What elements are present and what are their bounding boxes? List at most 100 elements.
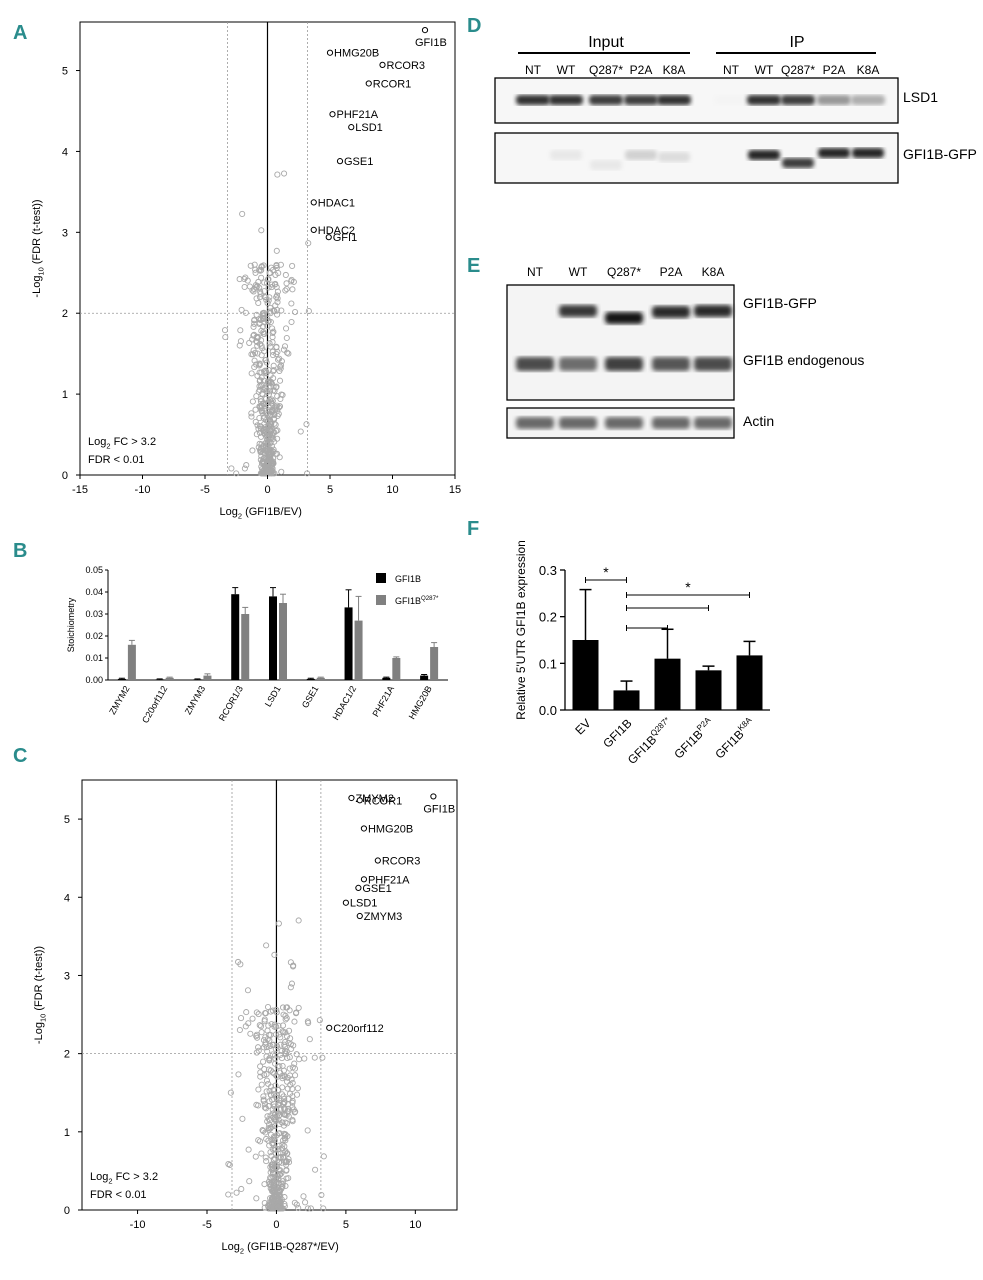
background-point — [303, 421, 310, 428]
band-lsd1 — [589, 95, 623, 105]
plot-frame — [81, 779, 458, 1211]
background-point — [281, 343, 289, 350]
background-point — [241, 283, 248, 291]
background-point — [295, 1004, 302, 1011]
band-lsd1 — [624, 95, 658, 105]
background-point — [258, 342, 265, 349]
background-point — [261, 1101, 268, 1108]
background-point — [284, 349, 291, 356]
background-point — [246, 339, 253, 346]
background-point — [253, 1009, 260, 1016]
background-point — [262, 357, 269, 364]
background-point — [289, 1079, 296, 1086]
background-point — [292, 1072, 299, 1079]
bar-zmym2-0 — [117, 678, 126, 680]
background-point — [265, 297, 272, 304]
x-tick-label: 0 — [273, 1219, 279, 1231]
y-tick-label: 1 — [62, 389, 68, 401]
point-label: PHF21A — [368, 874, 410, 886]
y-tick-label: 0.01 — [85, 653, 103, 663]
legend-swatch — [376, 573, 386, 583]
bar-4 — [736, 655, 763, 710]
western-blot-d: Input IP NT WT Q287* P2A K8A NT WT Q287* P2A K8A — [494, 34, 899, 184]
background-point — [268, 1021, 275, 1028]
background-point — [260, 1058, 267, 1065]
background-point — [294, 1085, 301, 1092]
background-point — [243, 1009, 250, 1016]
background-point — [263, 369, 270, 376]
lane-label: K8A — [857, 63, 880, 77]
background-point — [305, 308, 312, 315]
background-point — [288, 318, 295, 326]
labeled-point — [348, 794, 355, 802]
background-point — [269, 1007, 276, 1014]
background-point — [266, 466, 273, 473]
background-point — [263, 280, 271, 287]
background-point — [263, 1088, 270, 1095]
background-point — [281, 1106, 288, 1113]
background-point — [237, 327, 244, 334]
background-point — [264, 440, 271, 447]
blot-e-label-endog: GFI1B endogenous — [743, 352, 865, 368]
blot-d-label-lsd1: LSD1 — [903, 89, 939, 105]
category-label: PHF21A — [370, 684, 396, 718]
band-actin — [516, 417, 554, 429]
background-point — [258, 1029, 265, 1036]
background-point — [269, 1069, 276, 1076]
point-label: HMG20B — [368, 823, 413, 835]
category-label: ZMYM2 — [107, 684, 131, 716]
background-point — [283, 1033, 291, 1040]
background-point — [221, 327, 229, 334]
x-tick-label: -10 — [130, 1219, 146, 1231]
background-point — [276, 1171, 283, 1179]
background-point — [295, 917, 302, 924]
background-point — [267, 343, 274, 350]
background-point — [318, 1191, 325, 1199]
x-axis-label: Log2 (GFI1B-Q287*/EV) — [222, 1241, 339, 1255]
category-label: HDAC1/2 — [331, 684, 359, 722]
labeled-point — [355, 884, 362, 891]
background-point — [293, 1201, 300, 1208]
background-point — [265, 276, 272, 283]
band-lsd1 — [851, 95, 885, 105]
background-point — [251, 261, 258, 268]
category-label: GFI1BP2A — [671, 715, 717, 761]
bar-hdac1-2-0 — [344, 607, 353, 680]
y-tick-label: 0.04 — [85, 587, 103, 597]
background-point — [282, 271, 289, 279]
blot-main-frame — [506, 284, 735, 401]
background-point — [290, 963, 297, 970]
bar-phf21a-0 — [382, 677, 391, 680]
bar-c20orf112-0 — [155, 679, 164, 680]
background-point — [237, 1015, 245, 1022]
background-point — [239, 1115, 246, 1122]
expression-chart-f: 0.0 0.1 0.2 0.3 Relative 5'UTR GFI1B express… — [514, 540, 770, 767]
background-point — [268, 443, 275, 450]
background-point — [274, 288, 281, 295]
background-point — [265, 1126, 272, 1134]
background-point — [275, 920, 282, 927]
panel-label-a: A — [13, 22, 28, 44]
bar-0 — [572, 640, 599, 710]
x-axis-label: Log2 (GFI1B/EV) — [220, 506, 302, 520]
background-point — [280, 1011, 287, 1018]
band-lsd1 — [817, 95, 851, 105]
background-point — [238, 1185, 245, 1193]
labeled-point — [325, 234, 332, 241]
labeled-point — [374, 857, 381, 864]
legend-label: GFI1BQ287* — [395, 595, 439, 606]
background-point — [282, 1158, 289, 1166]
background-point — [307, 1205, 314, 1212]
point-label: HMG20B — [334, 48, 379, 60]
background-point — [270, 470, 277, 477]
background-point — [304, 470, 311, 477]
background-point — [270, 1086, 277, 1093]
point-label: GSE1 — [344, 156, 373, 168]
category-label: HMG20B — [407, 684, 434, 721]
lane-label: NT — [525, 63, 542, 77]
bar-zmym3-1 — [203, 675, 212, 680]
background-point — [258, 274, 265, 281]
background-point — [263, 1071, 270, 1078]
background-point — [251, 357, 258, 364]
band-gfp — [694, 305, 732, 317]
